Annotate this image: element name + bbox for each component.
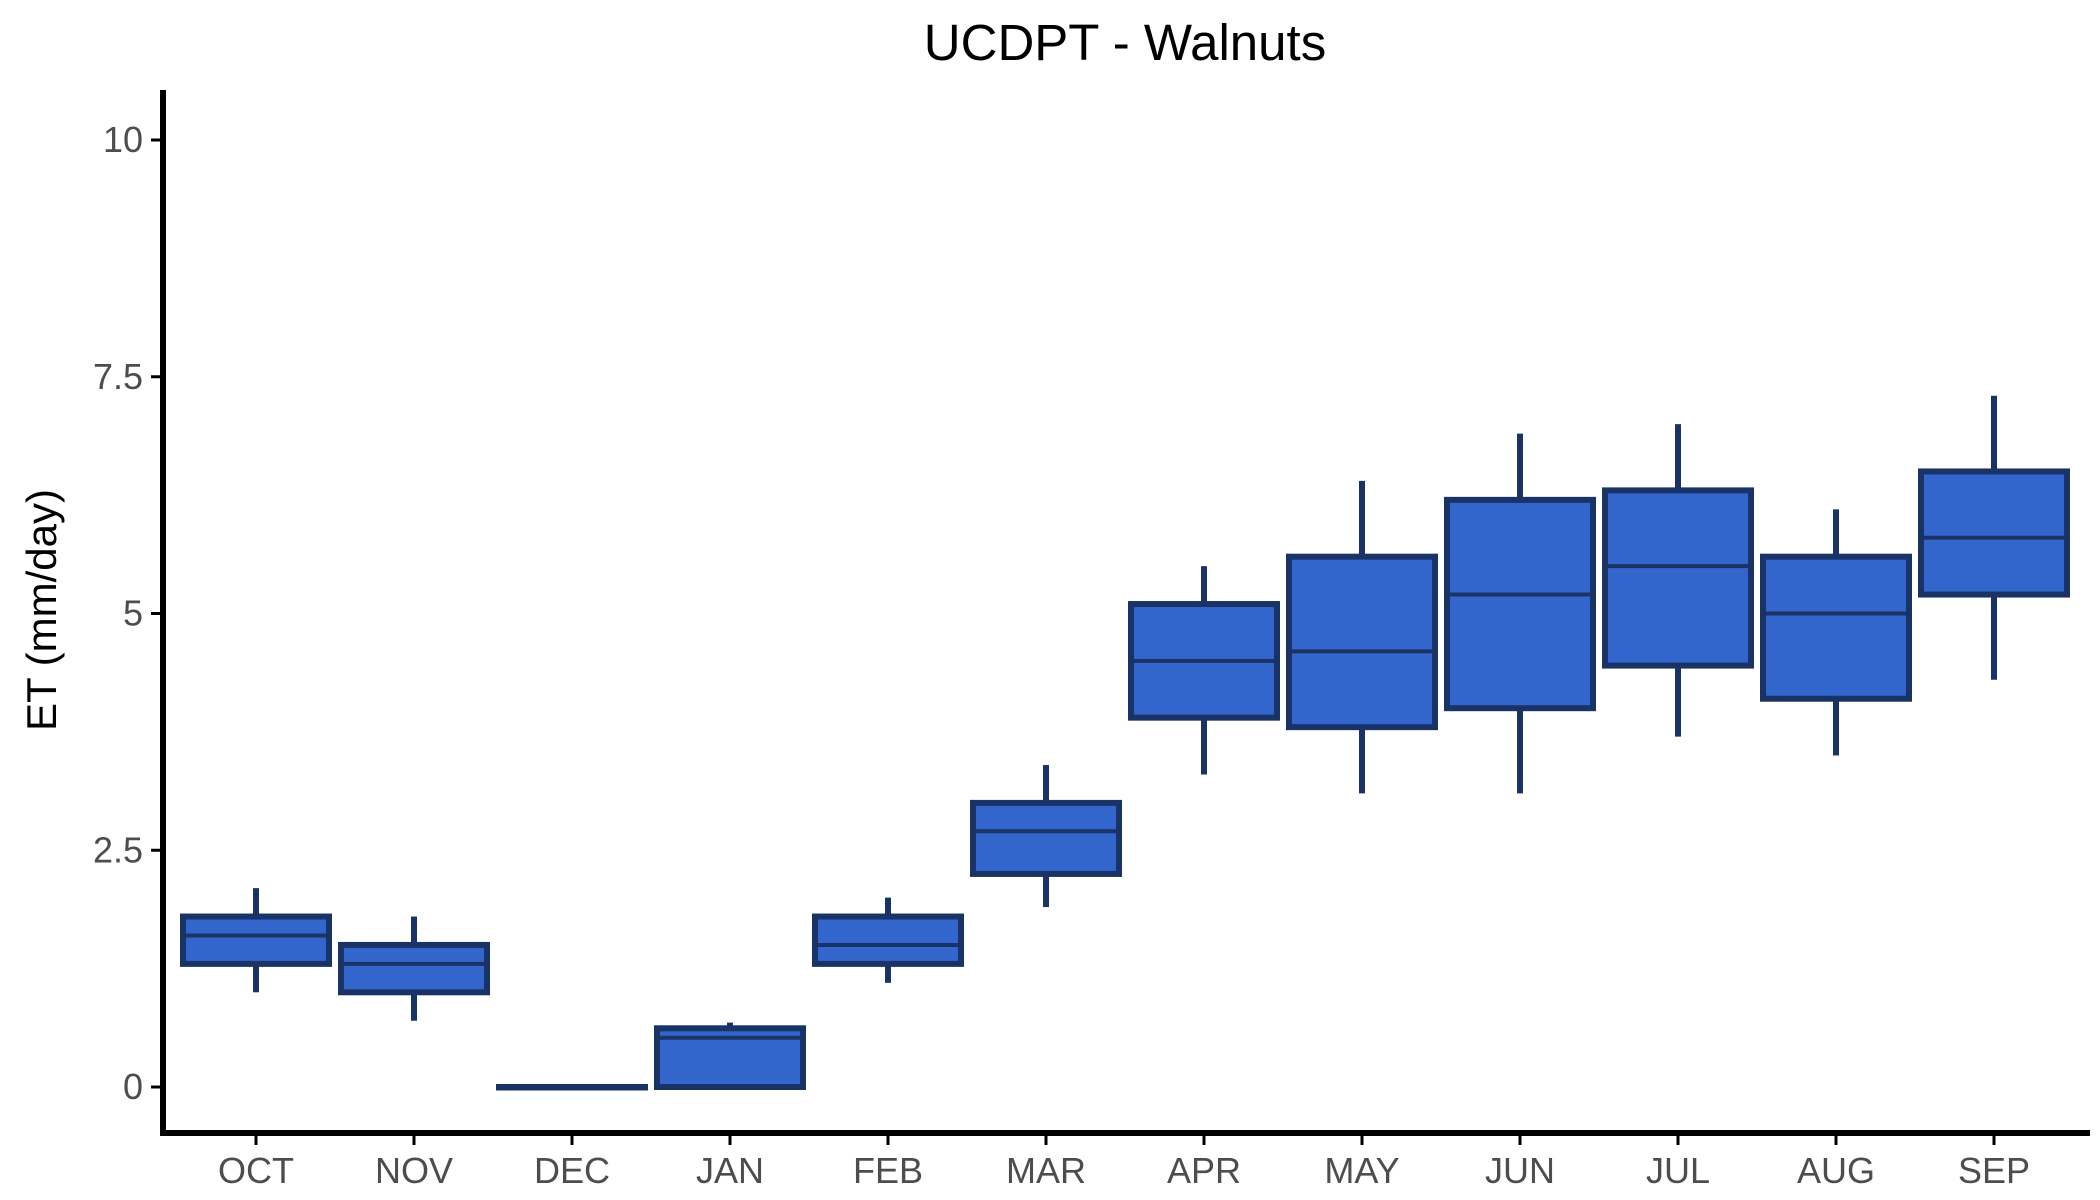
x-tick-label-aug: AUG [1797, 1150, 1875, 1191]
plot-area: 0 2.5 5 7.5 10 OCT NOV DEC JAN FEB MAR APR MAY JUN JUL… [93, 119, 2070, 1191]
box-sep [1918, 468, 2070, 598]
y-tick-label-2: 5 [123, 593, 143, 634]
y-tick-label-4: 10 [103, 119, 143, 160]
chart-title: UCDPT - Walnuts [924, 14, 1326, 71]
box-oct [180, 913, 332, 967]
box-jul [1602, 487, 1754, 669]
y-tick-label-1: 2.5 [93, 829, 143, 870]
box-aug [1760, 553, 1912, 702]
box-jun [1444, 496, 1596, 712]
box-nov [338, 941, 490, 996]
x-tick-label-mar: MAR [1006, 1150, 1086, 1191]
x-tick-label-apr: APR [1167, 1150, 1241, 1191]
y-axis-label: ET (mm/day) [18, 489, 65, 731]
x-tick-label-jan: JAN [696, 1150, 764, 1191]
box-mar [970, 799, 1122, 877]
y-tick-label-3: 7.5 [93, 356, 143, 397]
y-tick-label-0: 0 [123, 1066, 143, 1107]
x-tick-label-dec: DEC [534, 1150, 610, 1191]
x-tick-label-nov: NOV [375, 1150, 453, 1191]
x-tick-label-jun: JUN [1485, 1150, 1555, 1191]
x-tick-label-oct: OCT [218, 1150, 294, 1191]
x-tick-label-jul: JUL [1646, 1150, 1710, 1191]
x-tick-label-feb: FEB [853, 1150, 923, 1191]
x-tick-label-sep: SEP [1958, 1150, 2030, 1191]
box-may [1286, 553, 1438, 731]
x-tick-label-may: MAY [1324, 1150, 1399, 1191]
box-feb [812, 913, 964, 967]
